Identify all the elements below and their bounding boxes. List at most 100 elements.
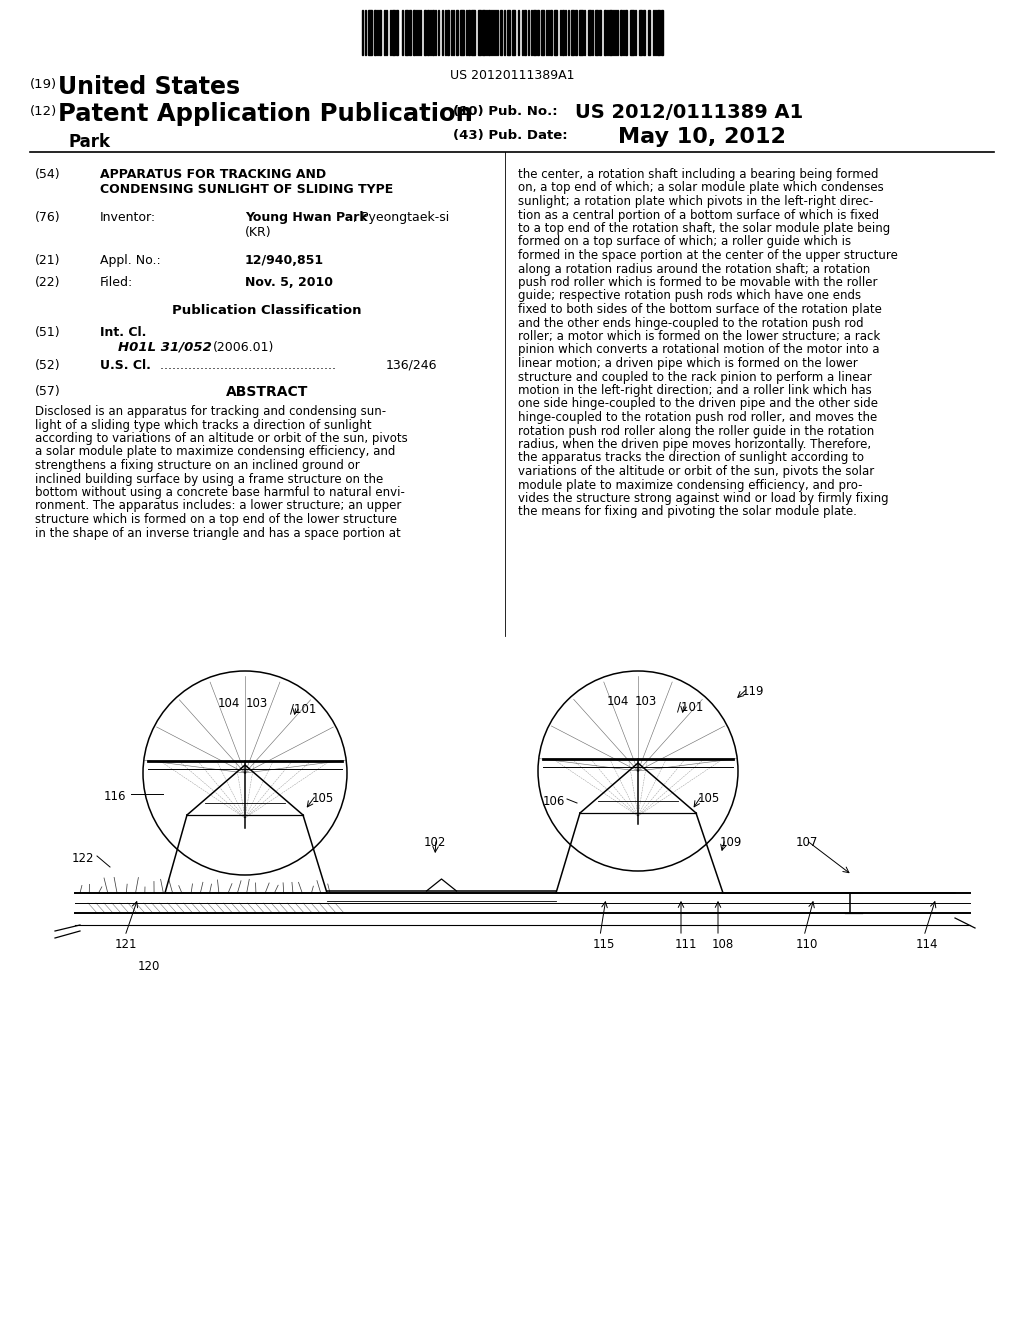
Text: one side hinge-coupled to the driven pipe and the other side: one side hinge-coupled to the driven pip… [518, 397, 878, 411]
Text: motion in the left-right direction; and a roller link which has: motion in the left-right direction; and … [518, 384, 871, 397]
Bar [579, 11, 583, 55]
Text: 115: 115 [593, 939, 615, 950]
Bar [512, 11, 515, 55]
Text: Filed:: Filed: [100, 276, 133, 289]
Text: to a top end of the rotation shaft, the solar module plate being: to a top end of the rotation shaft, the … [518, 222, 890, 235]
Bar [406, 11, 408, 55]
Text: linear motion; a driven pipe which is formed on the lower: linear motion; a driven pipe which is fo… [518, 356, 858, 370]
Bar [588, 11, 591, 55]
Text: 111: 111 [675, 939, 697, 950]
Text: , Pyeongtaek-si: , Pyeongtaek-si [353, 211, 450, 224]
Text: US 2012/0111389 A1: US 2012/0111389 A1 [575, 103, 803, 121]
Text: formed in the space portion at the center of the upper structure: formed in the space portion at the cente… [518, 249, 898, 261]
Text: Patent Application Publication: Patent Application Publication [58, 102, 473, 125]
Text: H01L 31/052: H01L 31/052 [118, 341, 212, 354]
Text: the means for fixing and pivoting the solar module plate.: the means for fixing and pivoting the so… [518, 506, 857, 519]
Text: (2006.01): (2006.01) [213, 341, 274, 354]
Text: hinge-coupled to the rotation push rod roller, and moves the: hinge-coupled to the rotation push rod r… [518, 411, 878, 424]
Text: in the shape of an inverse triangle and has a space portion at: in the shape of an inverse triangle and … [35, 527, 400, 540]
Bar [620, 11, 622, 55]
Text: (12): (12) [30, 106, 57, 117]
Bar [500, 11, 502, 55]
Bar [409, 11, 411, 55]
Text: ABSTRACT: ABSTRACT [226, 385, 308, 399]
Bar [374, 11, 376, 55]
Bar [413, 11, 415, 55]
Text: vides the structure strong against wind or load by firmly fixing: vides the structure strong against wind … [518, 492, 889, 506]
Text: pinion which converts a rotational motion of the motor into a: pinion which converts a rotational motio… [518, 343, 880, 356]
Bar [368, 11, 372, 55]
Bar [643, 11, 645, 55]
Text: inclined building surface by using a frame structure on the: inclined building surface by using a fra… [35, 473, 383, 486]
Text: structure and coupled to the rack pinion to perform a linear: structure and coupled to the rack pinion… [518, 371, 871, 384]
Bar [392, 11, 395, 55]
Text: 105: 105 [312, 792, 334, 805]
Bar [379, 11, 381, 55]
Bar [524, 11, 526, 55]
Text: 103: 103 [246, 697, 268, 710]
Bar [662, 11, 663, 55]
Bar [482, 11, 485, 55]
Text: 102: 102 [424, 836, 446, 849]
Text: May 10, 2012: May 10, 2012 [618, 127, 785, 147]
Text: 108: 108 [712, 939, 734, 950]
Text: 121: 121 [115, 939, 137, 950]
Text: (43) Pub. Date:: (43) Pub. Date: [453, 129, 567, 143]
Text: the apparatus tracks the direction of sunlight according to: the apparatus tracks the direction of su… [518, 451, 864, 465]
Text: (10) Pub. No.:: (10) Pub. No.: [453, 106, 558, 117]
Bar [575, 11, 577, 55]
Text: radius, when the driven pipe moves horizontally. Therefore,: radius, when the driven pipe moves horiz… [518, 438, 871, 451]
Text: United States: United States [58, 75, 240, 99]
Text: 105: 105 [698, 792, 720, 805]
Text: 120: 120 [138, 960, 161, 973]
Text: 119: 119 [742, 685, 765, 698]
Text: 12/940,851: 12/940,851 [245, 253, 325, 267]
Bar [571, 11, 574, 55]
Bar [625, 11, 627, 55]
Text: roller; a motor which is formed on the lower structure; a rack: roller; a motor which is formed on the l… [518, 330, 881, 343]
Text: /101: /101 [677, 701, 703, 714]
Bar [534, 11, 536, 55]
Bar [604, 11, 606, 55]
Bar [541, 11, 544, 55]
Bar [432, 11, 434, 55]
Text: 110: 110 [796, 939, 818, 950]
Text: along a rotation radius around the rotation shaft; a rotation: along a rotation radius around the rotat… [518, 263, 870, 276]
Text: on, a top end of which; a solar module plate which condenses: on, a top end of which; a solar module p… [518, 181, 884, 194]
Bar [657, 11, 660, 55]
Text: module plate to maximize condensing efficiency, and pro-: module plate to maximize condensing effi… [518, 479, 862, 491]
Text: 106: 106 [543, 795, 565, 808]
Text: variations of the altitude or orbit of the sun, pivots the solar: variations of the altitude or orbit of t… [518, 465, 874, 478]
Text: CONDENSING SUNLIGHT OF SLIDING TYPE: CONDENSING SUNLIGHT OF SLIDING TYPE [100, 183, 393, 195]
Bar [507, 11, 510, 55]
Bar [630, 11, 634, 55]
Text: (52): (52) [35, 359, 60, 372]
Text: 107: 107 [796, 836, 818, 849]
Bar [447, 11, 449, 55]
Text: fixed to both sides of the bottom surface of the rotation plate: fixed to both sides of the bottom surfac… [518, 304, 882, 315]
Text: (19): (19) [30, 78, 57, 91]
Text: (22): (22) [35, 276, 60, 289]
Text: according to variations of an altitude or orbit of the sun, pivots: according to variations of an altitude o… [35, 432, 408, 445]
Bar [468, 11, 470, 55]
Bar [554, 11, 557, 55]
Bar [609, 11, 612, 55]
Text: strengthens a fixing structure on an inclined ground or: strengthens a fixing structure on an inc… [35, 459, 359, 473]
Text: rotation push rod roller along the roller guide in the rotation: rotation push rod roller along the rolle… [518, 425, 874, 437]
Text: Disclosed is an apparatus for tracking and condensing sun-: Disclosed is an apparatus for tracking a… [35, 405, 386, 418]
Bar [639, 11, 642, 55]
Text: a solar module plate to maximize condensing efficiency, and: a solar module plate to maximize condens… [35, 446, 395, 458]
Text: (51): (51) [35, 326, 60, 339]
Bar [550, 11, 552, 55]
Text: guide; respective rotation push rods which have one ends: guide; respective rotation push rods whi… [518, 289, 861, 302]
Text: /101: /101 [290, 704, 316, 715]
Text: 116: 116 [104, 789, 127, 803]
Bar [427, 11, 429, 55]
Text: 136/246: 136/246 [386, 359, 437, 372]
Text: bottom without using a concrete base harmful to natural envi-: bottom without using a concrete base har… [35, 486, 404, 499]
Text: 109: 109 [720, 836, 742, 849]
Bar [471, 11, 475, 55]
Text: Young Hwan Park: Young Hwan Park [245, 211, 368, 224]
Text: 114: 114 [916, 939, 939, 950]
Bar [478, 11, 481, 55]
